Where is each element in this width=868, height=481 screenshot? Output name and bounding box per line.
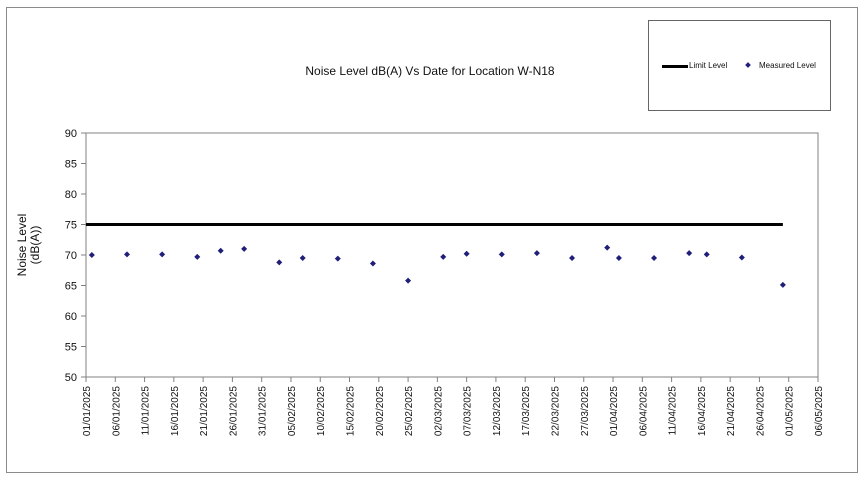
legend-limit-line-swatch (662, 65, 688, 68)
x-tick-label: 15/02/2025 (346, 386, 357, 436)
x-tick-label: 26/04/2025 (755, 386, 766, 436)
x-tick-label: 16/04/2025 (697, 386, 708, 436)
measured-level-point (88, 252, 95, 258)
y-tick-label: 75 (65, 220, 77, 232)
x-tick-label: 21/01/2025 (199, 386, 210, 436)
measured-level-point (533, 250, 540, 257)
x-tick-label: 05/02/2025 (287, 386, 298, 436)
measured-level-point (159, 251, 166, 258)
y-tick-label: 85 (65, 159, 77, 171)
measured-level-point (194, 253, 201, 260)
measured-level-point (686, 250, 693, 257)
x-tick-label: 06/05/2025 (814, 386, 825, 436)
measured-level-point (738, 254, 745, 261)
x-tick-label: 06/04/2025 (638, 386, 649, 436)
legend-limit-label: Limit Level (689, 61, 728, 70)
measured-level-point (334, 255, 341, 262)
y-tick-label: 90 (65, 128, 77, 140)
x-tick-label: 25/02/2025 (404, 386, 415, 436)
measured-level-point (123, 251, 130, 258)
x-tick-label: 01/05/2025 (785, 386, 796, 436)
measured-level-point (217, 247, 224, 254)
x-tick-label: 31/01/2025 (258, 386, 269, 436)
measured-level-point (463, 250, 470, 257)
legend-measured-label: Measured Level (759, 61, 816, 70)
y-tick-label: 50 (65, 372, 77, 384)
x-tick-label: 11/01/2025 (141, 386, 152, 436)
measured-level-point (615, 255, 622, 262)
x-tick-label: 01/04/2025 (609, 386, 620, 436)
x-tick-label: 16/01/2025 (170, 386, 181, 436)
y-tick-label: 60 (65, 311, 77, 323)
x-tick-label: 22/03/2025 (550, 386, 561, 436)
measured-level-point (779, 281, 786, 288)
measured-level-point (569, 255, 576, 262)
x-tick-label: 27/03/2025 (580, 386, 591, 436)
x-tick-label: 21/04/2025 (726, 386, 737, 436)
measured-level-point (299, 255, 306, 262)
x-tick-label: 20/02/2025 (375, 386, 386, 436)
x-tick-label: 12/03/2025 (492, 386, 503, 436)
x-tick-label: 06/01/2025 (111, 386, 122, 436)
x-tick-label: 17/03/2025 (521, 386, 532, 436)
legend: Limit Level Measured Level (648, 20, 831, 111)
x-tick-label: 07/03/2025 (463, 386, 474, 436)
measured-level-point (703, 251, 710, 258)
x-tick-label: 02/03/2025 (433, 386, 444, 436)
x-tick-label: 10/02/2025 (316, 386, 327, 436)
x-tick-label: 11/04/2025 (668, 386, 679, 436)
measured-level-point (369, 260, 376, 267)
measured-level-point (241, 245, 248, 252)
measured-level-point (276, 259, 283, 266)
measured-level-point (405, 277, 412, 284)
x-tick-label: 01/01/2025 (82, 386, 93, 436)
chart-title: Noise Level dB(A) Vs Date for Location W… (305, 64, 555, 78)
y-tick-label: 65 (65, 281, 77, 293)
x-tick-label: 26/01/2025 (228, 386, 239, 436)
y-tick-label: 70 (65, 250, 77, 262)
measured-level-point (440, 253, 447, 260)
measured-level-point (651, 255, 658, 262)
measured-level-point (604, 244, 611, 251)
y-tick-label: 80 (65, 189, 77, 201)
y-tick-label: 55 (65, 342, 77, 354)
measured-level-point (498, 251, 505, 258)
